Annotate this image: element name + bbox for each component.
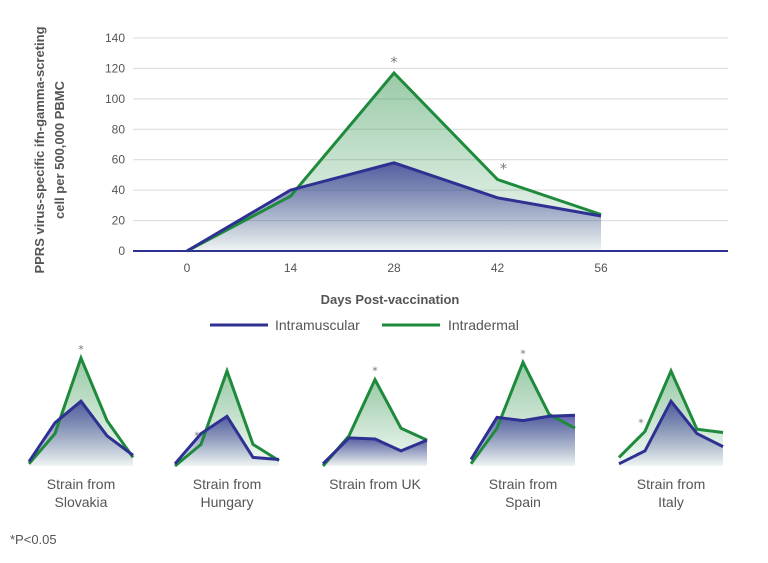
strain-line-intradermal bbox=[469, 358, 576, 465]
significance-marker: * bbox=[520, 347, 526, 360]
strain-line-intramuscular bbox=[618, 398, 724, 466]
strain-label: Strain from bbox=[193, 476, 261, 492]
x-tick-label: 14 bbox=[284, 261, 298, 275]
legend: Intramuscular Intradermal bbox=[210, 317, 519, 333]
strain-label: Hungary bbox=[201, 494, 254, 510]
strain-area-intramuscular bbox=[619, 401, 723, 466]
strain-area-intramuscular bbox=[175, 416, 279, 466]
strain-label: Strain from bbox=[637, 476, 705, 492]
strain-label: Strain from UK bbox=[329, 476, 421, 492]
strain-line-intramuscular bbox=[173, 414, 280, 465]
series-area-intramuscular bbox=[187, 162, 601, 251]
strain-panel: * Strain from Slovakia bbox=[27, 343, 135, 510]
y-axis-title: PPRS virus-specific ifn-gamma-screting ce… bbox=[32, 26, 67, 273]
strain-label: Spain bbox=[505, 494, 541, 510]
x-tick-label: 28 bbox=[387, 261, 401, 275]
strain-panel: * Strain from Hungary bbox=[173, 366, 280, 510]
significance-footnote: *P<0.05 bbox=[10, 532, 57, 547]
significance-marker: * bbox=[194, 429, 200, 442]
strain-area-intramuscular bbox=[323, 437, 427, 466]
legend-label-intramuscular: Intramuscular bbox=[275, 317, 360, 333]
series-line-intradermal bbox=[186, 70, 602, 253]
significance-marker: * bbox=[78, 343, 84, 356]
strain-line-intramuscular bbox=[27, 399, 134, 463]
series-line-intramuscular bbox=[186, 161, 602, 253]
strain-panel: * Strain from Italy bbox=[617, 367, 724, 510]
x-tick-label: 0 bbox=[184, 261, 191, 275]
strain-panel: * Strain from Spain bbox=[469, 347, 576, 510]
strain-area-intramuscular bbox=[29, 401, 133, 466]
y-tick-label: 40 bbox=[112, 183, 126, 197]
x-tick-label: 42 bbox=[491, 261, 505, 275]
significance-marker: * bbox=[638, 416, 644, 429]
main-chart: 0 20 40 60 80 100 120 140 0 14 28 42 56 Days Post-vac… bbox=[32, 26, 728, 333]
strain-line-intradermal bbox=[27, 353, 135, 465]
strain-label: Slovakia bbox=[55, 494, 108, 510]
y-tick-label: 100 bbox=[105, 92, 125, 106]
y-tick-label: 120 bbox=[105, 61, 125, 75]
x-axis-title: Days Post-vaccination bbox=[321, 292, 460, 307]
y-tick-label: 0 bbox=[118, 244, 125, 258]
strain-line-intramuscular bbox=[469, 413, 576, 461]
strain-line-intramuscular bbox=[321, 436, 428, 465]
y-tick-label: 140 bbox=[105, 31, 125, 45]
strain-line-intradermal bbox=[174, 366, 280, 468]
significance-marker: * bbox=[372, 365, 378, 378]
strain-label: Italy bbox=[658, 494, 684, 510]
strain-panel: * Strain from UK bbox=[321, 365, 428, 492]
significance-marker: * bbox=[391, 55, 398, 71]
y-tick-label: 20 bbox=[112, 214, 126, 228]
y-tick-label: 60 bbox=[112, 153, 126, 167]
y-tick-label: 80 bbox=[112, 122, 126, 136]
significance-marker: * bbox=[500, 161, 507, 177]
x-tick-label: 56 bbox=[594, 261, 608, 275]
strain-label: Strain from bbox=[489, 476, 557, 492]
legend-label-intradermal: Intradermal bbox=[448, 317, 519, 333]
strain-label: Strain from bbox=[47, 476, 115, 492]
strain-line-intradermal bbox=[617, 367, 724, 459]
